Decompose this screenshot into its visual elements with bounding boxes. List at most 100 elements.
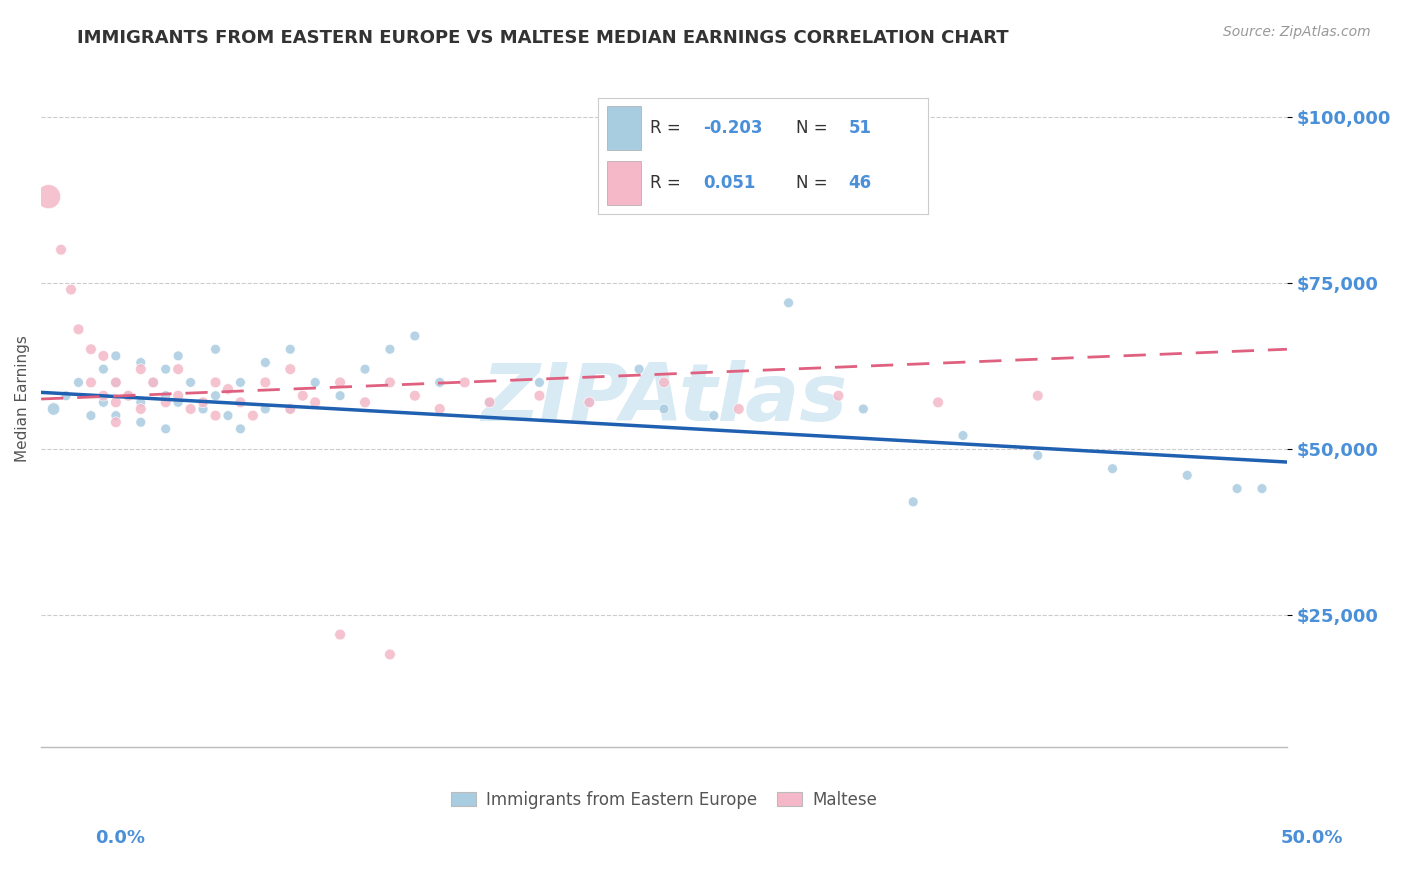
Point xyxy=(129,401,152,416)
Point xyxy=(378,343,401,357)
Point xyxy=(129,415,152,429)
Point xyxy=(304,376,326,390)
Point xyxy=(278,362,301,376)
Point xyxy=(278,343,301,357)
Point xyxy=(217,409,239,423)
Point xyxy=(901,495,924,509)
Point xyxy=(229,376,252,390)
Text: 50.0%: 50.0% xyxy=(1281,829,1343,847)
Point xyxy=(93,349,115,363)
Point xyxy=(329,376,352,390)
Point xyxy=(778,295,800,310)
Point xyxy=(55,389,77,403)
Text: 51: 51 xyxy=(849,120,872,137)
Point xyxy=(529,376,551,390)
Point xyxy=(404,329,426,343)
Point xyxy=(167,389,190,403)
FancyBboxPatch shape xyxy=(607,161,641,205)
Point xyxy=(278,401,301,416)
Text: N =: N = xyxy=(796,120,832,137)
Point xyxy=(927,395,949,409)
Point xyxy=(155,395,177,409)
Point xyxy=(852,401,875,416)
Text: Source: ZipAtlas.com: Source: ZipAtlas.com xyxy=(1223,25,1371,39)
Text: IMMIGRANTS FROM EASTERN EUROPE VS MALTESE MEDIAN EARNINGS CORRELATION CHART: IMMIGRANTS FROM EASTERN EUROPE VS MALTES… xyxy=(77,29,1010,46)
Point xyxy=(104,395,127,409)
Point xyxy=(628,362,651,376)
Point xyxy=(254,376,277,390)
Point xyxy=(254,401,277,416)
Point xyxy=(67,322,90,336)
Point xyxy=(129,355,152,369)
Point xyxy=(67,376,90,390)
Point xyxy=(80,376,103,390)
Point xyxy=(1251,482,1274,496)
Point xyxy=(204,343,226,357)
Point xyxy=(529,389,551,403)
Point xyxy=(652,376,675,390)
Point xyxy=(142,376,165,390)
Text: N =: N = xyxy=(796,174,832,192)
Point xyxy=(242,409,264,423)
Point xyxy=(304,395,326,409)
Y-axis label: Median Earnings: Median Earnings xyxy=(15,335,30,462)
Text: R =: R = xyxy=(651,174,686,192)
Point xyxy=(254,355,277,369)
Point xyxy=(1026,389,1049,403)
Point xyxy=(93,395,115,409)
Text: -0.203: -0.203 xyxy=(703,120,763,137)
Point xyxy=(329,389,352,403)
Point xyxy=(703,409,725,423)
Point xyxy=(278,401,301,416)
Point xyxy=(104,415,127,429)
Point xyxy=(191,395,214,409)
Point xyxy=(191,401,214,416)
Point xyxy=(329,627,352,641)
Point xyxy=(129,395,152,409)
Point xyxy=(217,382,239,396)
Point xyxy=(827,389,849,403)
Point xyxy=(80,343,103,357)
Point xyxy=(478,395,501,409)
Point xyxy=(60,283,83,297)
Point xyxy=(1026,449,1049,463)
Point xyxy=(129,362,152,376)
Point xyxy=(93,389,115,403)
Point xyxy=(104,376,127,390)
Point xyxy=(93,362,115,376)
Legend: Immigrants from Eastern Europe, Maltese: Immigrants from Eastern Europe, Maltese xyxy=(444,784,884,815)
Point xyxy=(38,189,60,203)
Point xyxy=(1101,461,1123,475)
Text: R =: R = xyxy=(651,120,686,137)
Point xyxy=(155,362,177,376)
Point xyxy=(117,389,139,403)
Text: 46: 46 xyxy=(849,174,872,192)
Point xyxy=(578,395,600,409)
Point xyxy=(49,243,72,257)
Point xyxy=(354,395,377,409)
Point xyxy=(229,395,252,409)
Point xyxy=(229,422,252,436)
Point xyxy=(42,401,65,416)
Point xyxy=(1175,468,1198,483)
Point xyxy=(167,362,190,376)
Point xyxy=(117,389,139,403)
Point xyxy=(104,376,127,390)
Point xyxy=(180,401,202,416)
Point xyxy=(291,389,314,403)
Point xyxy=(204,389,226,403)
Point xyxy=(204,376,226,390)
Point xyxy=(378,376,401,390)
Point xyxy=(155,422,177,436)
Point xyxy=(204,409,226,423)
Point xyxy=(429,401,451,416)
Point xyxy=(104,409,127,423)
Text: 0.0%: 0.0% xyxy=(96,829,146,847)
Point xyxy=(354,362,377,376)
Point xyxy=(155,389,177,403)
Point xyxy=(80,409,103,423)
Point xyxy=(652,401,675,416)
Point xyxy=(478,395,501,409)
Point xyxy=(1226,482,1249,496)
Point xyxy=(167,395,190,409)
